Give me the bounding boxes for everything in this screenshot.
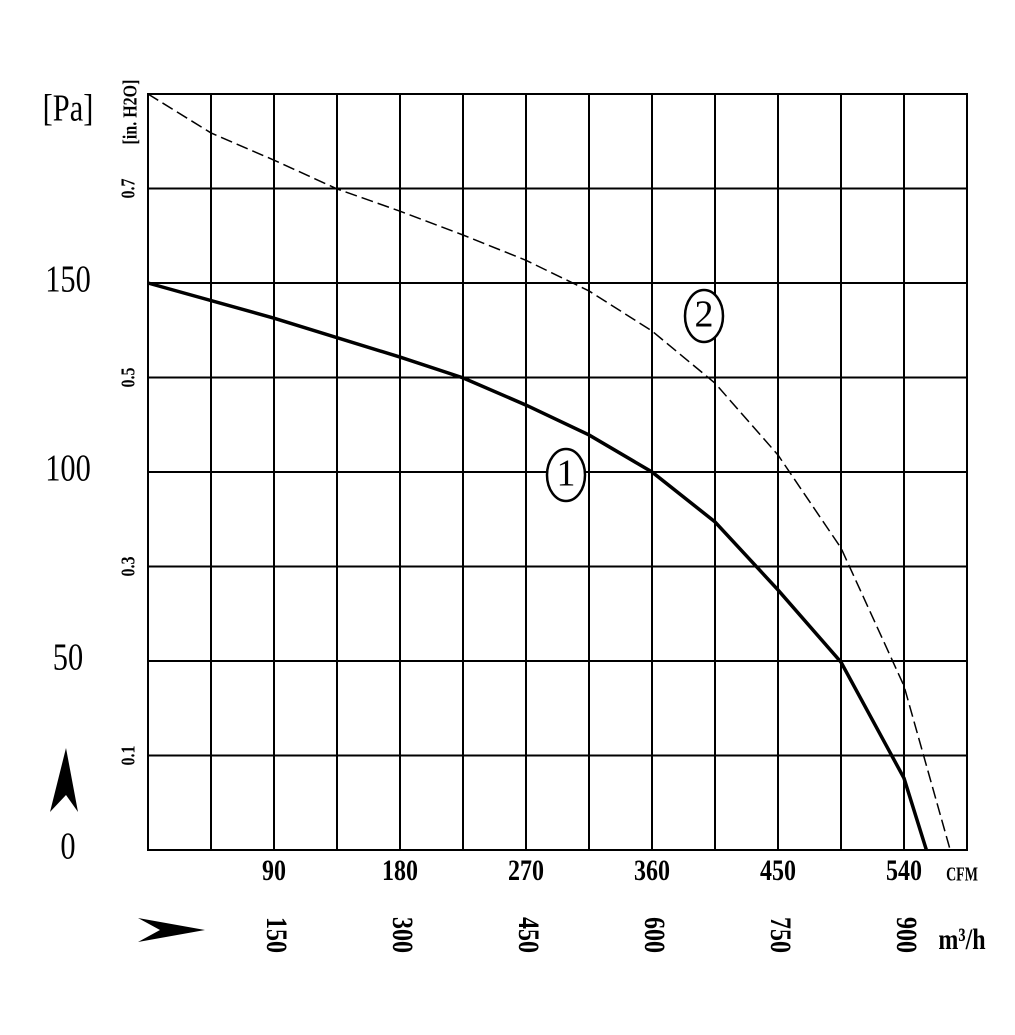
y2-tick-label: 0.3 (117, 556, 139, 576)
y2-tick-label: 0.7 (117, 178, 139, 198)
x2-tick-label: 150 (260, 917, 293, 953)
x-axis-label: CFM (946, 863, 978, 885)
x2-tick-label: 750 (764, 917, 797, 953)
x2-tick-label: 600 (638, 917, 671, 953)
x-tick-label: 360 (634, 853, 670, 886)
y2-tick-label: 0.5 (117, 367, 139, 387)
x-tick-label: 450 (760, 853, 796, 886)
y-tick-label: 0 (60, 826, 75, 868)
y-tick-label: 150 (45, 259, 91, 301)
right-arrow (138, 918, 205, 942)
x-tick-label: 270 (508, 853, 544, 886)
curve-label: 1 (557, 453, 576, 495)
x-tick-label: 90 (262, 853, 286, 886)
curve-label: 2 (695, 294, 714, 336)
x-tick-label: 180 (382, 853, 418, 886)
curve-label-circle (683, 288, 725, 344)
y-tick-label: 100 (45, 448, 91, 490)
y-axis-label: [Pa] (43, 88, 94, 130)
y2-tick-label: 0.1 (117, 745, 139, 765)
plot-frame (147, 93, 968, 851)
x2-axis-label: m³/h (938, 922, 985, 955)
x-tick-label: 540 (886, 853, 922, 886)
y-tick-label: 50 (53, 637, 83, 679)
x2-tick-label: 450 (512, 917, 545, 953)
x2-tick-label: 900 (890, 917, 923, 953)
y2-axis-label: [in. H2O] (119, 80, 141, 145)
up-arrow (50, 748, 78, 812)
curve-label-circle (545, 447, 587, 503)
curve (147, 281, 929, 851)
curve (147, 93, 951, 851)
x2-tick-label: 300 (386, 917, 419, 953)
